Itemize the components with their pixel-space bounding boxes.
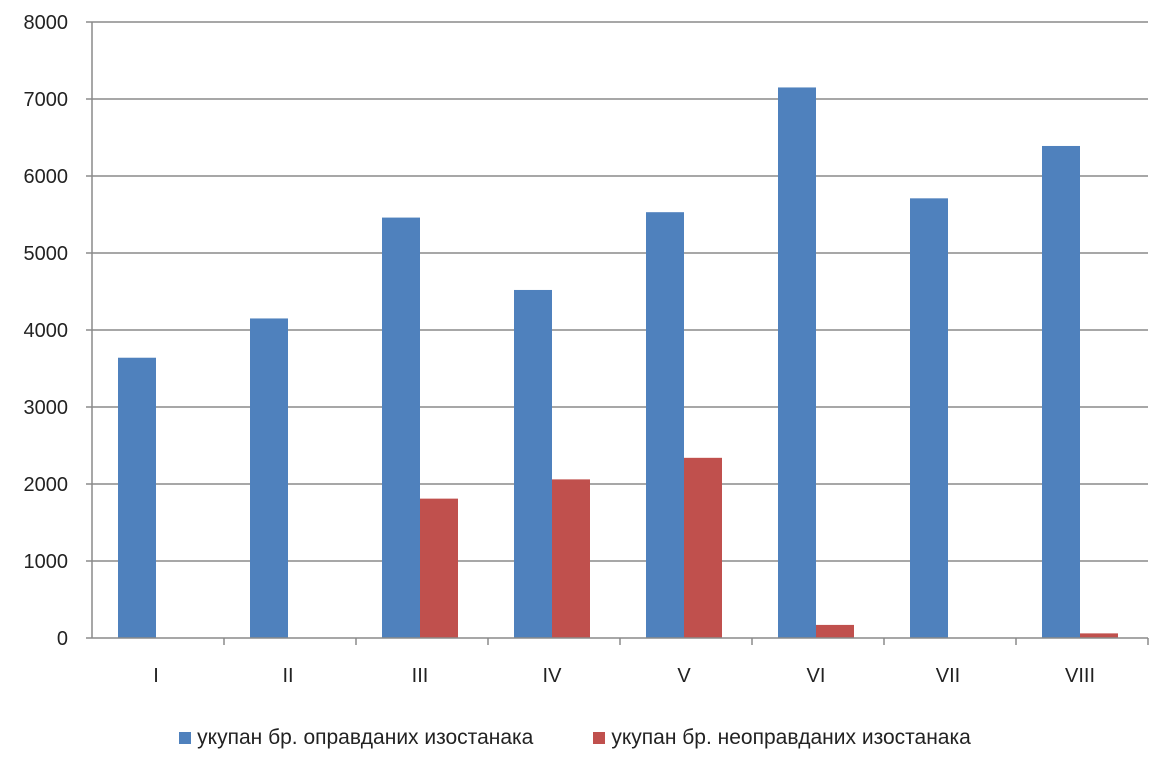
bar-justified-VII — [910, 198, 948, 638]
bar-unjustified-III — [420, 498, 458, 638]
x-tick-label: IV — [543, 665, 563, 687]
x-tick-label: I — [153, 665, 159, 687]
x-axis-tick-labels: I II III IV V VI VII VIII — [153, 665, 1095, 687]
x-tick-label: III — [412, 665, 429, 687]
legend-swatch-unjustified — [593, 732, 606, 744]
bar-justified-VIII — [1042, 145, 1080, 638]
y-tick-label: 4000 — [24, 320, 69, 342]
x-tick-label: VI — [807, 665, 826, 687]
bar-unjustified-V — [684, 457, 722, 638]
x-tick-label: VIII — [1065, 665, 1095, 687]
bar-justified-V — [646, 212, 684, 638]
y-axis-tick-labels: 0 1000 2000 3000 4000 5000 6000 7000 8000 — [24, 12, 69, 650]
axes — [86, 21, 1149, 645]
legend-swatch-justified — [179, 732, 192, 744]
legend-item-unjustified: укупан бр. неоправданих изостанака — [593, 726, 971, 750]
bars — [118, 87, 1118, 638]
bar-unjustified-IV — [552, 479, 590, 638]
x-tick-label: V — [677, 665, 691, 687]
legend-label-justified: укупан бр. оправданих изостанака — [197, 726, 534, 749]
y-tick-label: 1000 — [24, 551, 69, 573]
y-tick-label: 6000 — [24, 166, 69, 188]
y-tick-label: 0 — [57, 628, 68, 650]
x-tick-label: II — [282, 665, 293, 687]
y-tick-label: 3000 — [24, 397, 69, 419]
bar-justified-IV — [514, 289, 552, 638]
bar-unjustified-VI — [816, 624, 854, 638]
legend-item-justified: укупан бр. оправданих изостанака — [179, 726, 533, 750]
y-tick-label: 8000 — [24, 12, 69, 34]
y-tick-label: 7000 — [24, 89, 69, 111]
bar-justified-II — [250, 318, 288, 638]
bar-justified-I — [118, 357, 156, 638]
legend-label-unjustified: укупан бр. неоправданих изостанака — [611, 726, 971, 749]
y-tick-label: 5000 — [24, 243, 69, 265]
bar-justified-III — [382, 217, 420, 638]
x-tick-label: VII — [936, 665, 960, 687]
y-tick-label: 2000 — [24, 474, 69, 496]
bar-unjustified-VIII — [1080, 633, 1118, 638]
legend: укупан бр. оправданих изостанака укупан … — [0, 726, 1150, 750]
bar-justified-VI — [778, 87, 816, 638]
